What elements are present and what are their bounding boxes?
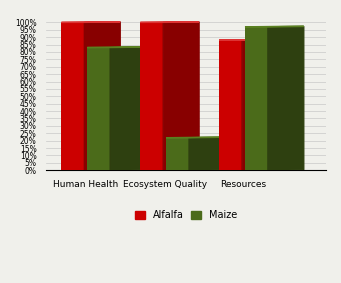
Polygon shape bbox=[245, 26, 304, 27]
Bar bbox=[140, 22, 163, 170]
Polygon shape bbox=[268, 26, 304, 170]
Polygon shape bbox=[110, 47, 146, 170]
Polygon shape bbox=[163, 22, 199, 170]
Bar bbox=[245, 27, 268, 170]
Polygon shape bbox=[189, 137, 225, 170]
Legend: Alfalfa, Maize: Alfalfa, Maize bbox=[131, 207, 241, 224]
Polygon shape bbox=[87, 47, 146, 48]
Bar bbox=[61, 22, 84, 170]
Bar bbox=[87, 48, 110, 170]
Polygon shape bbox=[166, 137, 225, 138]
Bar bbox=[219, 40, 242, 170]
Polygon shape bbox=[84, 22, 120, 170]
Polygon shape bbox=[242, 40, 278, 170]
Bar bbox=[166, 138, 189, 170]
